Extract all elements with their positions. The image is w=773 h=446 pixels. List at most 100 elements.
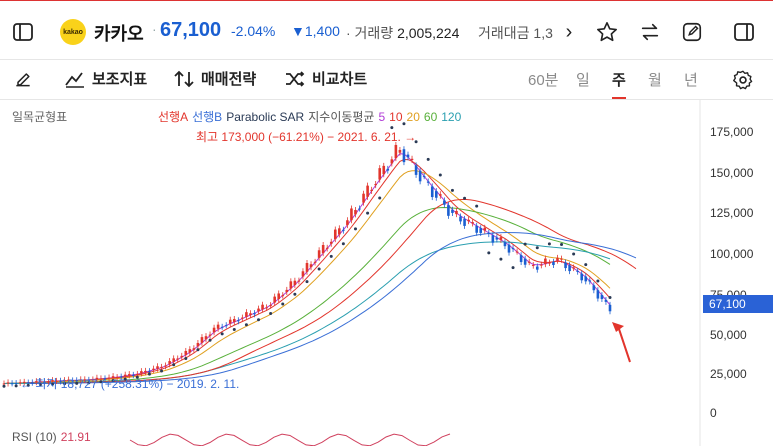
sidebar-toggle-icon[interactable] [12, 21, 34, 43]
strategy-label: 매매전략 [201, 71, 257, 88]
candle-body [172, 358, 175, 362]
candle-body [22, 381, 26, 383]
company-logo: kakao [60, 19, 86, 45]
candle-body [51, 380, 54, 382]
sar-dot [232, 327, 236, 331]
candle-body [568, 265, 571, 272]
candle-body [59, 380, 62, 382]
sar-dot [269, 311, 273, 315]
current-price-tag: 67,100 [703, 295, 773, 313]
sar-dot [75, 381, 79, 385]
y-tick-label: 50,000 [710, 328, 747, 342]
sar-dot [463, 196, 467, 200]
sar-dot [196, 348, 200, 352]
rsi-value: 21.91 [60, 430, 91, 444]
edit-icon[interactable] [680, 20, 704, 44]
sar-dot [147, 372, 151, 376]
candle-body [483, 227, 487, 231]
candle-body [499, 237, 503, 240]
candle-body [75, 380, 79, 382]
candle-body [414, 165, 418, 175]
candle-body [544, 258, 547, 265]
swap-icon[interactable] [638, 20, 662, 44]
candle-body [398, 149, 402, 153]
candle-body [552, 261, 555, 266]
sar-dot [160, 369, 164, 373]
candle-body [374, 183, 377, 186]
candle-body [281, 295, 285, 297]
candle-body [447, 205, 450, 216]
pointer-arrow-head [612, 322, 624, 332]
indicator-button[interactable]: 보조지표 [64, 68, 147, 89]
candle-body [540, 264, 543, 266]
candle-body [342, 229, 345, 231]
candle-body [451, 209, 454, 213]
candle-body [148, 371, 151, 373]
sar-dot [50, 382, 54, 386]
candle-body [560, 258, 563, 260]
chart-toolbar: 보조지표 매매전략 비교차트 60분 일 주 월 년 [0, 60, 773, 100]
candle-body [366, 185, 369, 197]
sar-dot [584, 263, 588, 267]
candle-body [576, 270, 579, 272]
legend-ema: 지수이동평균 [308, 110, 375, 124]
sar-dot [572, 252, 576, 256]
candle-body [475, 225, 478, 233]
candle-body [443, 200, 446, 205]
pen-icon[interactable] [12, 68, 34, 90]
sar-dot [523, 242, 527, 246]
candle-body [30, 382, 34, 384]
star-icon[interactable] [595, 20, 619, 44]
candle-body [358, 208, 361, 210]
candle-body [523, 258, 527, 265]
volume: · 거래량 2,005,224 [346, 23, 459, 43]
sar-dot [414, 140, 418, 144]
compare-button[interactable]: 비교차트 [284, 68, 367, 89]
candle-body [131, 374, 135, 376]
period-month[interactable]: 월 [648, 72, 662, 89]
candle-body [111, 376, 115, 378]
sar-dot [63, 382, 67, 386]
sar-dot [135, 375, 139, 379]
legend-indicators: 선행A 선행B Parabolic SAR 지수이동평균 5 10 20 60 120 [158, 108, 465, 125]
period-day[interactable]: 일 [576, 72, 590, 89]
sar-dot [305, 280, 309, 284]
sar-dot [293, 292, 297, 296]
sar-dot [426, 157, 430, 161]
candle-body [495, 237, 499, 240]
candle-body [79, 379, 83, 381]
candle-body [515, 251, 519, 253]
more-arrow-icon[interactable]: › [565, 20, 573, 43]
sar-dot [99, 380, 103, 384]
candle-body [220, 326, 224, 328]
candle-body [127, 374, 131, 376]
settings-gear-icon[interactable] [731, 68, 755, 92]
legend-ema-120: 120 [441, 110, 462, 124]
candle-body [115, 377, 119, 379]
candle-body [103, 378, 107, 380]
y-tick-label: 125,000 [710, 206, 754, 220]
candle-body [556, 257, 559, 261]
candle-body [434, 191, 438, 198]
candle-body [333, 229, 337, 240]
candle-body [519, 255, 523, 263]
candle-body [305, 262, 309, 272]
chart-canvas[interactable] [0, 100, 773, 446]
period-year[interactable]: 년 [684, 72, 698, 89]
rsi-indicator: RSI (10) 21.91 [12, 430, 91, 444]
strategy-button[interactable]: 매매전략 [173, 68, 256, 89]
candle-body [455, 210, 458, 215]
leading-span-b [29, 231, 637, 384]
period-week[interactable]: 주 [612, 72, 626, 89]
candle-body [507, 244, 511, 253]
panel-toggle-icon[interactable] [733, 21, 755, 43]
legend-leading-a: 선행A [158, 110, 189, 124]
candle-body [471, 222, 474, 224]
candle-body [107, 377, 111, 379]
sar-dot [111, 379, 115, 383]
candle-body [136, 373, 139, 375]
candle-body [426, 181, 430, 183]
period-60min[interactable]: 60분 [528, 72, 559, 89]
price-chart[interactable] [0, 100, 773, 446]
candle-body [273, 296, 276, 303]
